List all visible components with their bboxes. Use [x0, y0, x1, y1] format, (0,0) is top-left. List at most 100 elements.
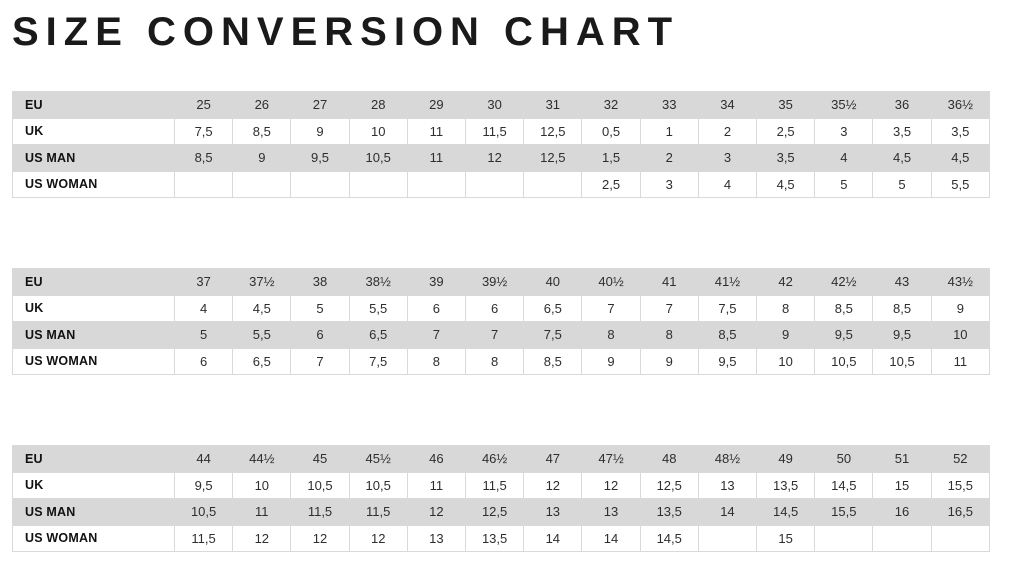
cell-uk-3: 10,5 [348, 471, 408, 499]
cell-us-woman-2 [290, 170, 350, 198]
cell-us-man-5: 12 [465, 144, 525, 172]
cell-us-woman-6: 14 [523, 524, 583, 552]
cell-us-man-11: 4 [814, 144, 874, 172]
table-row: UK 7,5 8,5 9 10 11 11,5 12,5 0,5 1 2 2,5 3 3,5 3,5 [12, 117, 991, 145]
cell-eu-7: 47½ [581, 445, 641, 473]
cell-us-woman-13: 11 [930, 347, 991, 375]
cell-us-woman-1: 12 [232, 524, 292, 552]
cell-us-man-3: 6,5 [348, 321, 408, 349]
cell-us-man-4: 7 [406, 321, 467, 349]
cell-us-woman-11 [814, 524, 874, 552]
cell-uk-3: 10 [348, 117, 408, 145]
cell-us-woman-7: 9 [581, 347, 641, 375]
cell-uk-12: 15 [872, 471, 932, 499]
cell-uk-4: 6 [406, 294, 467, 322]
cell-uk-1: 8,5 [232, 117, 292, 145]
cell-eu-12: 43 [872, 268, 932, 296]
cell-eu-0: 37 [173, 268, 234, 296]
cell-us-woman-7: 14 [581, 524, 641, 552]
cell-eu-13: 52 [930, 445, 991, 473]
cell-uk-11: 14,5 [814, 471, 874, 499]
cell-eu-10: 35 [756, 91, 816, 119]
cell-uk-0: 7,5 [173, 117, 234, 145]
row-label-us-woman: US WOMAN [12, 524, 175, 552]
cell-us-man-8: 8 [639, 321, 699, 349]
row-label-us-man: US MAN [12, 321, 175, 349]
cell-uk-7: 7 [581, 294, 641, 322]
cell-us-woman-10: 15 [756, 524, 816, 552]
cell-us-woman-3: 7,5 [348, 347, 408, 375]
cell-eu-1: 37½ [232, 268, 292, 296]
cell-eu-11: 42½ [814, 268, 874, 296]
cell-eu-6: 40 [523, 268, 583, 296]
cell-us-man-0: 8,5 [173, 144, 234, 172]
cell-us-woman-6: 8,5 [523, 347, 583, 375]
table-row: US WOMAN 6 6,5 7 7,5 8 8 8,5 9 9 9,5 10 10,5 10,5 11 [12, 347, 991, 375]
cell-eu-9: 41½ [697, 268, 758, 296]
cell-eu-3: 38½ [348, 268, 408, 296]
table-row: UK 4 4,5 5 5,5 6 6 6,5 7 7 7,5 8 8,5 8,5 9 [12, 294, 991, 322]
cell-us-man-6: 12,5 [523, 144, 583, 172]
cell-uk-13: 3,5 [930, 117, 991, 145]
cell-eu-8: 33 [639, 91, 699, 119]
cell-eu-11: 35½ [814, 91, 874, 119]
cell-uk-8: 7 [639, 294, 699, 322]
cell-us-man-7: 8 [581, 321, 641, 349]
cell-us-woman-10: 4,5 [756, 170, 816, 198]
cell-us-woman-9: 9,5 [697, 347, 758, 375]
cell-eu-3: 28 [348, 91, 408, 119]
cell-uk-3: 5,5 [348, 294, 408, 322]
cell-uk-13: 15,5 [930, 471, 991, 499]
table-row: EU 44 44½ 45 45½ 46 46½ 47 47½ 48 48½ 49 50 51 52 [12, 445, 991, 473]
cell-us-man-9: 8,5 [697, 321, 758, 349]
cell-us-woman-0: 6 [173, 347, 234, 375]
cell-us-man-3: 11,5 [348, 498, 408, 526]
cell-us-man-8: 2 [639, 144, 699, 172]
cell-us-man-9: 3 [697, 144, 758, 172]
cell-us-woman-0: 11,5 [173, 524, 234, 552]
cell-eu-2: 27 [290, 91, 350, 119]
cell-us-woman-4: 8 [406, 347, 467, 375]
row-label-eu: EU [12, 91, 175, 119]
cell-eu-7: 32 [581, 91, 641, 119]
cell-eu-5: 30 [465, 91, 525, 119]
table-row: US WOMAN 2,5 3 4 4,5 5 5 5,5 [12, 170, 991, 198]
size-table-2: EU 37 37½ 38 38½ 39 39½ 40 40½ 41 41½ 42 42½ 43 43½ UK 4… [12, 268, 991, 375]
cell-us-man-0: 10,5 [173, 498, 234, 526]
cell-us-woman-5: 8 [465, 347, 525, 375]
cell-uk-0: 9,5 [173, 471, 234, 499]
row-label-uk: UK [12, 471, 175, 499]
cell-uk-11: 3 [814, 117, 874, 145]
cell-us-man-5: 7 [465, 321, 525, 349]
cell-us-man-13: 16,5 [930, 498, 991, 526]
cell-us-woman-3: 12 [348, 524, 408, 552]
row-label-us-man: US MAN [12, 144, 175, 172]
cell-us-man-10: 14,5 [756, 498, 816, 526]
cell-us-woman-12 [872, 524, 932, 552]
row-label-us-woman: US WOMAN [12, 170, 175, 198]
cell-eu-1: 26 [232, 91, 292, 119]
table-row: EU 25 26 27 28 29 30 31 32 33 34 35 35½ 36 36½ [12, 91, 991, 119]
row-label-us-woman: US WOMAN [12, 347, 175, 375]
cell-uk-0: 4 [173, 294, 234, 322]
cell-eu-2: 45 [290, 445, 350, 473]
cell-eu-2: 38 [290, 268, 350, 296]
cell-us-man-10: 9 [756, 321, 816, 349]
table-row: US WOMAN 11,5 12 12 12 13 13,5 14 14 14,5 15 [12, 524, 991, 552]
cell-us-man-0: 5 [173, 321, 234, 349]
cell-eu-0: 25 [173, 91, 234, 119]
cell-us-man-6: 7,5 [523, 321, 583, 349]
cell-us-man-5: 12,5 [465, 498, 525, 526]
cell-uk-6: 12,5 [523, 117, 583, 145]
row-label-eu: EU [12, 445, 175, 473]
cell-us-man-10: 3,5 [756, 144, 816, 172]
cell-us-man-1: 9 [232, 144, 292, 172]
row-label-uk: UK [12, 294, 175, 322]
cell-us-woman-5 [465, 170, 525, 198]
cell-eu-11: 50 [814, 445, 874, 473]
cell-eu-6: 31 [523, 91, 583, 119]
cell-us-woman-12: 10,5 [872, 347, 932, 375]
cell-us-man-6: 13 [523, 498, 583, 526]
cell-eu-1: 44½ [232, 445, 292, 473]
cell-us-woman-4 [406, 170, 467, 198]
